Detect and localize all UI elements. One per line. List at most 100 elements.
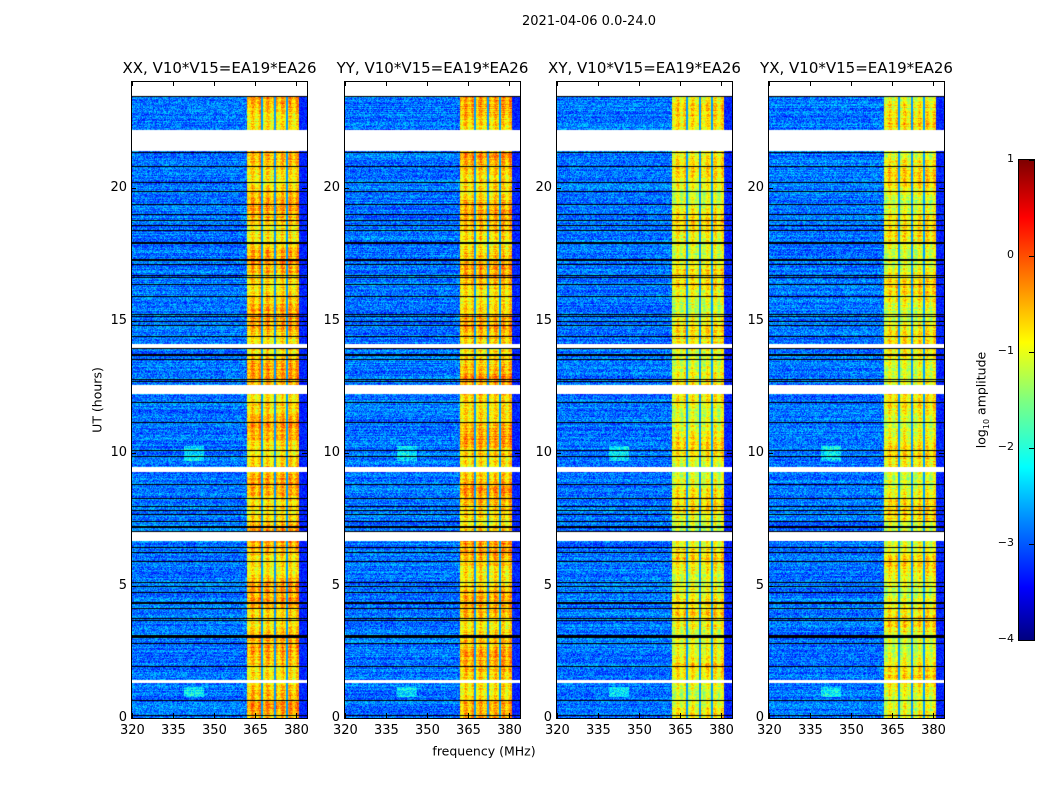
x-tick-mark bbox=[933, 713, 935, 718]
y-tick-mark bbox=[556, 320, 561, 322]
x-tick-mark bbox=[427, 713, 429, 718]
x-tick-mark bbox=[680, 81, 682, 86]
y-tick-label: 20 bbox=[110, 180, 127, 195]
y-tick-label: 10 bbox=[747, 445, 764, 460]
y-tick-mark bbox=[768, 585, 773, 587]
x-tick-mark bbox=[810, 81, 812, 86]
colorbar bbox=[1018, 159, 1035, 641]
y-tick-label: 10 bbox=[535, 445, 552, 460]
x-tick-mark bbox=[892, 81, 894, 86]
heatmap-image bbox=[769, 82, 944, 718]
x-tick-mark bbox=[721, 81, 723, 86]
heatmap-image bbox=[132, 82, 307, 718]
colorbar-tick-label: 0 bbox=[1007, 248, 1014, 261]
x-tick-mark bbox=[296, 713, 298, 718]
x-tick-mark bbox=[598, 81, 600, 86]
x-tick-label: 350 bbox=[415, 723, 440, 738]
x-tick-label: 320 bbox=[545, 723, 570, 738]
y-tick-mark bbox=[131, 718, 136, 719]
y-tick-label: 15 bbox=[535, 312, 552, 328]
x-tick-label: 365 bbox=[668, 723, 693, 738]
x-tick-mark bbox=[468, 713, 470, 718]
y-tick-mark bbox=[556, 718, 561, 719]
x-axis-label: frequency (MHz) bbox=[432, 743, 536, 759]
x-tick-mark bbox=[721, 713, 723, 718]
y-tick-mark bbox=[939, 453, 944, 454]
panel-title: XY, V10*V15=EA19*EA26 bbox=[548, 59, 741, 77]
x-tick-mark bbox=[255, 713, 257, 718]
x-tick-mark bbox=[892, 713, 894, 718]
heatmap-image bbox=[557, 82, 732, 718]
figure-title: 2021-04-06 0.0-24.0 bbox=[522, 14, 656, 29]
y-tick-mark bbox=[556, 188, 561, 189]
y-tick-mark bbox=[768, 188, 773, 189]
colorbar-tick-label: 1 bbox=[1007, 152, 1014, 165]
colorbar-tick-mark bbox=[1029, 640, 1034, 641]
x-tick-mark bbox=[851, 81, 853, 86]
x-tick-mark bbox=[810, 713, 812, 718]
y-tick-label: 5 bbox=[755, 577, 764, 593]
y-tick-mark bbox=[939, 585, 944, 587]
y-tick-mark bbox=[556, 453, 561, 454]
x-tick-mark bbox=[680, 713, 682, 718]
y-tick-mark bbox=[727, 585, 732, 587]
y-tick-label: 15 bbox=[110, 312, 127, 328]
y-tick-mark bbox=[131, 188, 136, 189]
x-tick-mark bbox=[386, 713, 388, 718]
x-tick-label: 350 bbox=[202, 723, 227, 738]
x-tick-mark bbox=[173, 713, 175, 718]
colorbar-tick-label: −3 bbox=[997, 536, 1014, 549]
colorbar-tick-mark bbox=[1029, 352, 1034, 353]
x-tick-mark bbox=[639, 713, 641, 718]
colorbar-tick-label: −4 bbox=[997, 632, 1014, 645]
y-axis-label: UT (hours) bbox=[89, 367, 105, 433]
colorbar-tick-mark bbox=[1029, 544, 1034, 545]
colorbar-label-sub: 10 bbox=[981, 418, 991, 430]
x-tick-mark bbox=[557, 713, 558, 718]
y-tick-label: 5 bbox=[543, 577, 552, 593]
x-tick-label: 365 bbox=[243, 723, 268, 738]
x-tick-mark bbox=[769, 713, 770, 718]
x-tick-mark bbox=[933, 81, 935, 86]
y-tick-label: 0 bbox=[331, 710, 340, 725]
heatmap-panel bbox=[768, 81, 945, 719]
x-tick-label: 380 bbox=[709, 723, 734, 738]
x-tick-mark bbox=[214, 81, 216, 86]
y-tick-mark bbox=[768, 320, 773, 322]
y-tick-mark bbox=[344, 320, 349, 322]
x-tick-label: 320 bbox=[120, 723, 145, 738]
y-tick-mark bbox=[939, 718, 944, 719]
x-tick-label: 380 bbox=[284, 723, 309, 738]
y-tick-label: 0 bbox=[118, 710, 127, 725]
y-tick-mark bbox=[939, 188, 944, 189]
panel-title: YY, V10*V15=EA19*EA26 bbox=[336, 59, 529, 77]
panel-title: XX, V10*V15=EA19*EA26 bbox=[122, 59, 317, 77]
y-tick-label: 20 bbox=[747, 180, 764, 195]
x-tick-label: 335 bbox=[374, 723, 399, 738]
x-tick-label: 350 bbox=[627, 723, 652, 738]
y-tick-label: 10 bbox=[110, 445, 127, 460]
y-tick-mark bbox=[131, 453, 136, 454]
x-tick-mark bbox=[345, 713, 346, 718]
y-tick-mark bbox=[302, 453, 307, 454]
x-tick-mark bbox=[132, 713, 133, 718]
x-tick-mark bbox=[345, 81, 346, 86]
heatmap-panel bbox=[131, 81, 308, 719]
colorbar-label-rest: amplitude bbox=[973, 351, 989, 419]
y-tick-mark bbox=[727, 453, 732, 454]
y-tick-label: 5 bbox=[331, 577, 340, 593]
y-tick-label: 15 bbox=[323, 312, 340, 328]
y-tick-mark bbox=[302, 718, 307, 719]
y-tick-mark bbox=[768, 453, 773, 454]
x-tick-mark bbox=[386, 81, 388, 86]
y-tick-label: 15 bbox=[747, 312, 764, 328]
y-tick-label: 20 bbox=[323, 180, 340, 195]
x-tick-label: 320 bbox=[333, 723, 358, 738]
y-tick-mark bbox=[131, 320, 136, 322]
heatmap-panel bbox=[556, 81, 733, 719]
x-tick-label: 335 bbox=[798, 723, 823, 738]
x-tick-label: 335 bbox=[161, 723, 186, 738]
y-tick-label: 20 bbox=[535, 180, 552, 195]
x-tick-label: 380 bbox=[921, 723, 946, 738]
x-tick-mark bbox=[132, 81, 133, 86]
